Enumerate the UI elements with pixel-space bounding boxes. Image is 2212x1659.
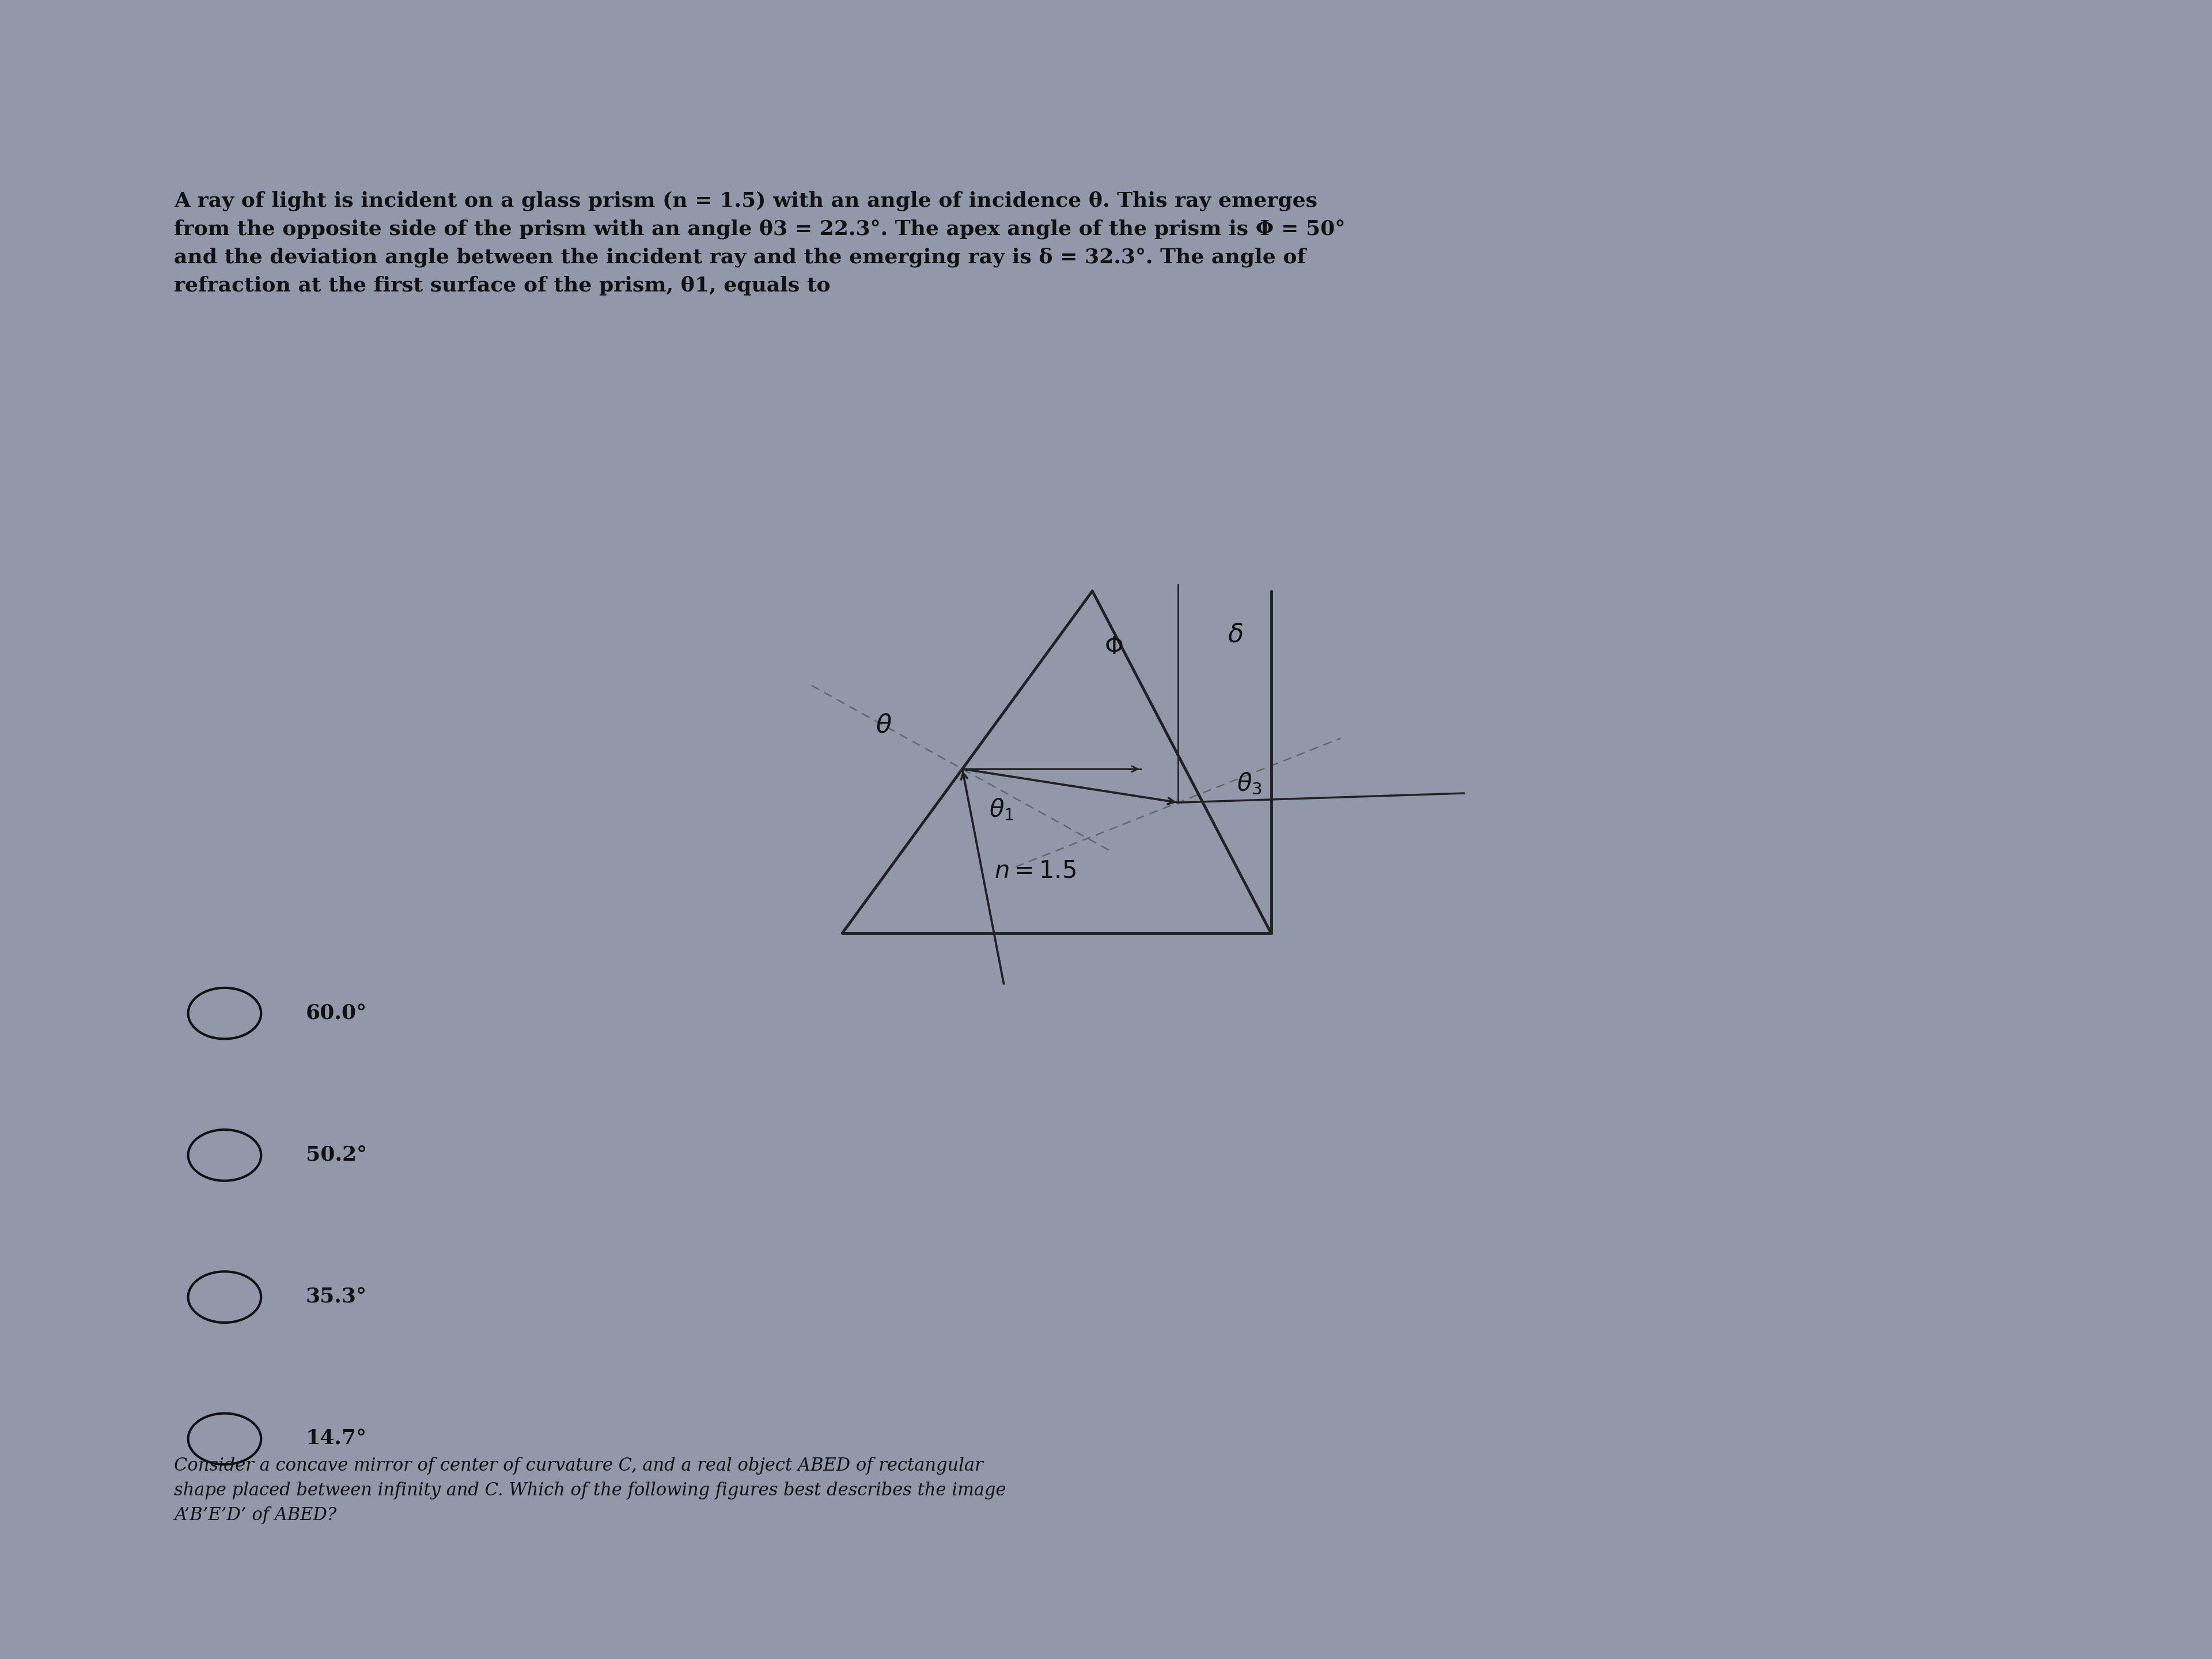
Text: $\theta_1$: $\theta_1$ [989,796,1013,821]
Text: $\theta_3$: $\theta_3$ [1237,771,1263,796]
Text: $n = 1.5$: $n = 1.5$ [995,859,1075,883]
Text: 60.0°: 60.0° [305,1004,367,1024]
Text: $\delta$: $\delta$ [1228,622,1243,647]
Text: A ray of light is incident on a glass prism (n = 1.5) with an angle of incidence: A ray of light is incident on a glass pr… [175,191,1345,295]
Text: 35.3°: 35.3° [305,1287,367,1307]
Text: $\Phi$: $\Phi$ [1104,635,1124,659]
Text: Consider a concave mirror of center of curvature C, and a real object ABED of re: Consider a concave mirror of center of c… [175,1457,1006,1525]
Text: 50.2°: 50.2° [305,1145,367,1165]
Text: 14.7°: 14.7° [305,1428,367,1448]
Text: $\theta$: $\theta$ [876,713,891,738]
